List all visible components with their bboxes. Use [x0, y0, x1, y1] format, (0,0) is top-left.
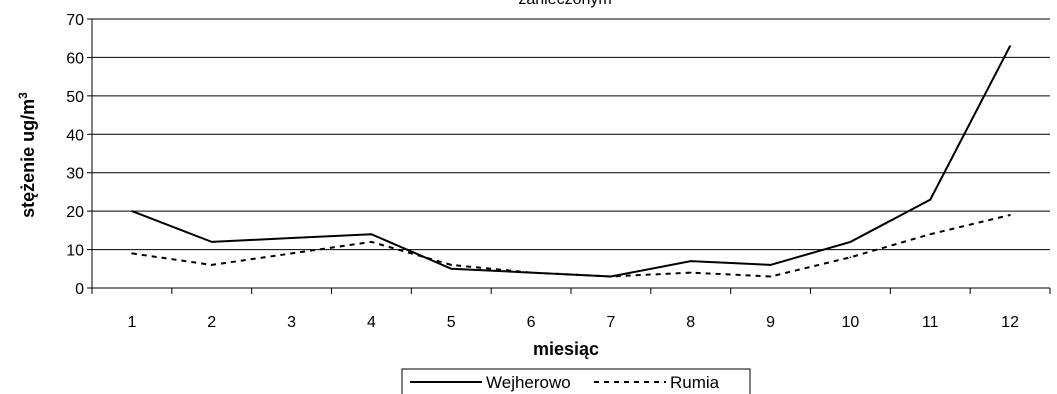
axes — [87, 18, 1051, 294]
y-tick-label-50: 50 — [66, 89, 84, 106]
point-rumia-8 — [689, 271, 692, 274]
legend: Wejherowo Rumia — [401, 368, 751, 394]
x-tick-labels: 1 2 3 4 5 6 7 8 9 10 11 12 — [127, 314, 1019, 331]
x-tick-label-11: 11 — [922, 314, 939, 331]
y-tick-label-0: 0 — [75, 281, 84, 298]
point-rumia-4 — [370, 241, 373, 243]
point-wejherowo-1 — [131, 210, 133, 212]
point-wejherowo-4 — [370, 233, 373, 235]
point-wejherowo-10 — [849, 241, 852, 243]
series-line-rumia — [131, 214, 1011, 278]
x-tick-label-12: 12 — [1001, 314, 1019, 331]
x-tick-label-6: 6 — [527, 314, 536, 331]
y-tick-labels: 0 10 20 30 40 50 60 70 — [66, 12, 84, 298]
point-rumia-9 — [769, 275, 772, 278]
x-tick-label-8: 8 — [686, 314, 695, 331]
legend-label-rumia: Rumia — [670, 373, 720, 392]
y-tick-label-20: 20 — [66, 204, 84, 221]
point-rumia-2 — [210, 264, 213, 266]
y-tick-label-60: 60 — [66, 50, 84, 67]
y-axis-label: stężenie ug/m3 — [16, 92, 38, 218]
x-tick-label-4: 4 — [367, 314, 376, 331]
point-wejherowo-11 — [929, 198, 932, 201]
point-wejherowo-8 — [689, 260, 692, 262]
point-wejherowo-9 — [769, 264, 772, 266]
point-rumia-3 — [290, 252, 293, 255]
point-rumia-11 — [929, 233, 932, 235]
point-rumia-5 — [450, 264, 453, 266]
point-rumia-1 — [131, 252, 133, 255]
point-rumia-7 — [610, 275, 612, 278]
y-tick-label-40: 40 — [66, 127, 84, 144]
series-line-wejherowo — [131, 45, 1011, 278]
y-tick-label-10: 10 — [66, 243, 84, 260]
y-tick-label-70: 70 — [66, 12, 84, 29]
x-tick-label-9: 9 — [766, 314, 775, 331]
point-wejherowo-5 — [450, 267, 453, 270]
point-wejherowo-3 — [290, 237, 293, 239]
x-tick-label-2: 2 — [207, 314, 216, 331]
point-wejherowo-12 — [1009, 45, 1011, 47]
y-tick-label-30: 30 — [66, 166, 84, 183]
point-rumia-12 — [1009, 214, 1011, 216]
gridlines — [92, 18, 1050, 251]
y-axis-label-superscript: 3 — [16, 92, 30, 99]
x-tick-label-3: 3 — [287, 314, 296, 331]
x-tick-label-5: 5 — [447, 314, 456, 331]
y-axis-label-main: stężenie ug/m — [18, 99, 38, 218]
chart-title: zanieczonym — [518, 0, 611, 8]
x-tick-label-10: 10 — [842, 314, 860, 331]
point-rumia-10 — [849, 256, 852, 259]
x-tick-label-7: 7 — [606, 314, 615, 331]
x-tick-label-1: 1 — [127, 314, 136, 331]
legend-label-wejherowo: Wejherowo — [486, 373, 571, 392]
x-axis-label: miesiąc — [533, 339, 599, 359]
series-lines — [131, 45, 1011, 278]
point-wejherowo-2 — [210, 241, 213, 243]
point-rumia-6 — [530, 271, 532, 274]
